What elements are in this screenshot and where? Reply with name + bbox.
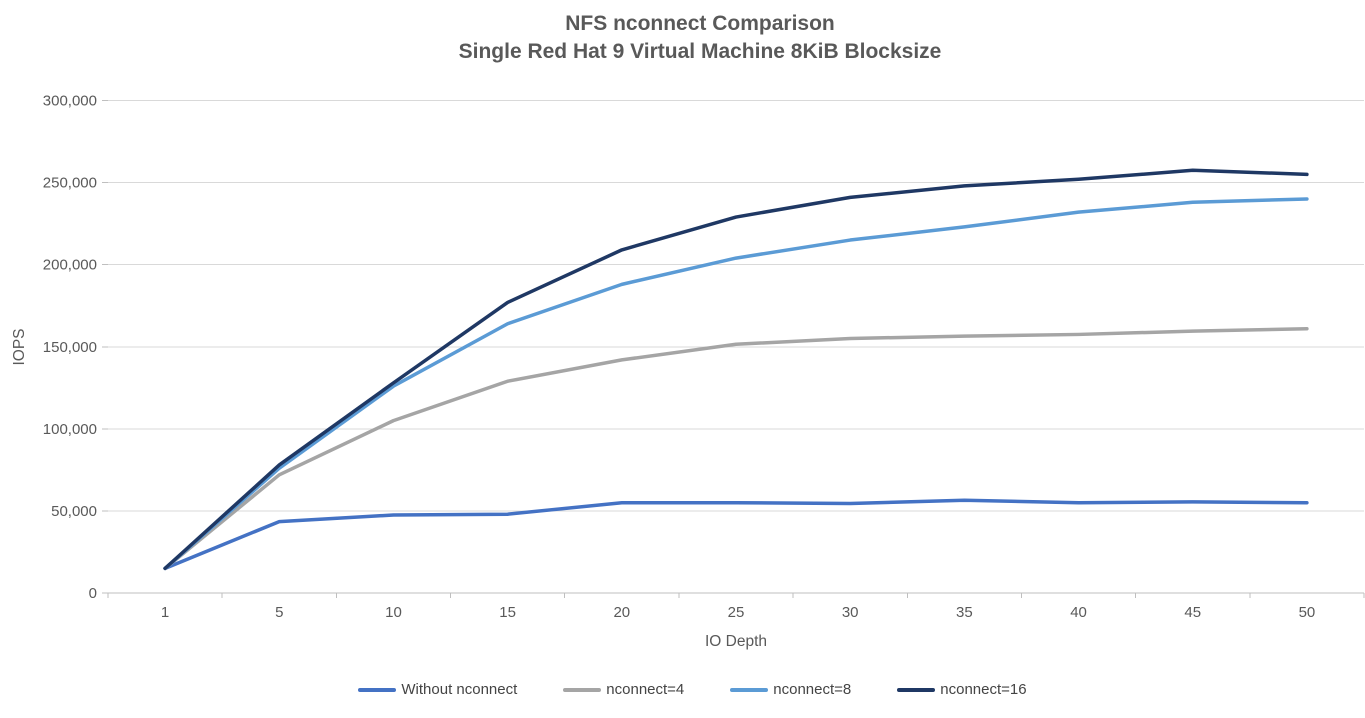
x-tick-label: 40 bbox=[1070, 604, 1087, 621]
x-tick-label: 35 bbox=[956, 604, 973, 621]
series-line-nconnect-4 bbox=[163, 326, 1309, 571]
series-line-without-nconnect bbox=[163, 498, 1309, 571]
legend-item: nconnect=8 bbox=[730, 681, 851, 698]
series-line-nconnect-16 bbox=[163, 168, 1309, 571]
legend-label: nconnect=8 bbox=[773, 681, 852, 698]
y-tick-label: 200,000 bbox=[43, 257, 97, 274]
chart-subtitle: Single Red Hat 9 Virtual Machine 8KiB Bl… bbox=[458, 40, 942, 63]
legend-item: Without nconnect bbox=[358, 681, 517, 698]
y-tick-label: 100,000 bbox=[43, 421, 97, 438]
legend-item: nconnect=4 bbox=[563, 681, 684, 698]
legend-swatch-icon bbox=[563, 687, 602, 692]
x-tick-label: 15 bbox=[499, 604, 516, 621]
x-tick-label: 45 bbox=[1184, 604, 1201, 621]
y-tick-label: 300,000 bbox=[43, 93, 97, 110]
x-tick-label: 50 bbox=[1299, 604, 1316, 621]
y-tick-label: 0 bbox=[89, 585, 97, 602]
legend-item: nconnect=16 bbox=[897, 681, 1027, 698]
x-tick-label: 20 bbox=[613, 604, 630, 621]
legend-swatch-icon bbox=[358, 687, 397, 692]
legend-swatch-icon bbox=[730, 687, 769, 692]
legend-swatch-icon bbox=[897, 687, 936, 692]
y-tick-label: 50,000 bbox=[51, 503, 97, 520]
chart-title: NFS nconnect Comparison bbox=[565, 12, 835, 35]
y-tick-label: 250,000 bbox=[43, 175, 97, 192]
legend-label: Without nconnect bbox=[401, 681, 518, 698]
x-tick-label: 10 bbox=[385, 604, 402, 621]
legend-label: nconnect=4 bbox=[606, 681, 685, 698]
chart-title-block: NFS nconnect Comparison Single Red Hat 9… bbox=[35, 10, 1365, 66]
x-tick-label: 30 bbox=[842, 604, 859, 621]
y-tick-label: 150,000 bbox=[43, 339, 97, 356]
x-tick-label: 5 bbox=[275, 604, 283, 621]
x-tick-label: 25 bbox=[728, 604, 745, 621]
y-axis-title: IOPS bbox=[11, 328, 28, 366]
chart-legend: Without nconnect nconnect=4 nconnect=8 ncon… bbox=[0, 681, 1365, 698]
series-line-nconnect-8 bbox=[163, 197, 1309, 571]
x-axis-title: IO Depth bbox=[704, 633, 768, 650]
x-tick-label: 1 bbox=[161, 604, 169, 621]
legend-label: nconnect=16 bbox=[940, 681, 1027, 698]
